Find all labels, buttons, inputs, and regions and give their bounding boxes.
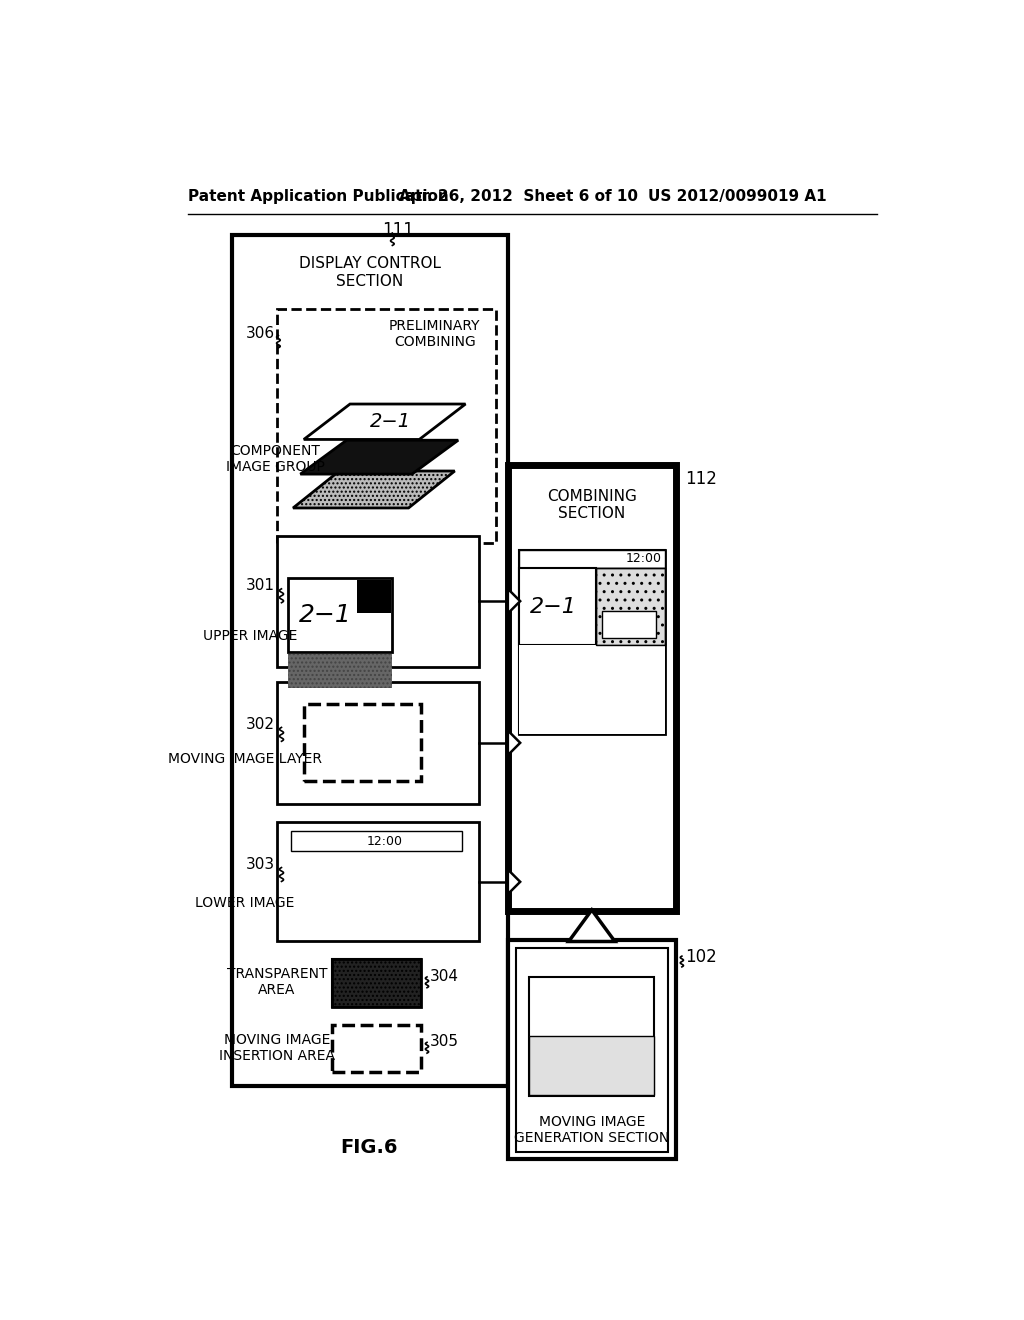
Text: COMPONENT
IMAGE GROUP: COMPONENT IMAGE GROUP <box>226 444 325 474</box>
Text: 306: 306 <box>246 326 275 342</box>
Bar <box>276 309 497 544</box>
Text: 305: 305 <box>430 1034 459 1049</box>
Text: 303: 303 <box>246 857 274 873</box>
Text: Apr. 26, 2012  Sheet 6 of 10: Apr. 26, 2012 Sheet 6 of 10 <box>398 189 638 205</box>
Bar <box>280 539 475 664</box>
Text: 102: 102 <box>685 948 717 966</box>
Text: US 2012/0099019 A1: US 2012/0099019 A1 <box>648 189 826 205</box>
Bar <box>276 822 478 941</box>
Polygon shape <box>508 730 520 755</box>
Text: 12:00: 12:00 <box>367 834 402 847</box>
Text: 301: 301 <box>246 578 274 593</box>
Bar <box>357 579 391 614</box>
Polygon shape <box>508 589 520 614</box>
Bar <box>518 645 665 734</box>
Polygon shape <box>568 909 614 941</box>
Text: TRANSPARENT
AREA: TRANSPARENT AREA <box>226 968 327 998</box>
Bar <box>596 568 665 645</box>
Bar <box>276 682 478 804</box>
Polygon shape <box>304 404 466 440</box>
Text: 302: 302 <box>246 717 274 731</box>
Bar <box>596 568 665 645</box>
Text: MOVING IMAGE
GENERATION SECTION: MOVING IMAGE GENERATION SECTION <box>514 1115 670 1146</box>
Text: LOWER IMAGE: LOWER IMAGE <box>195 896 294 909</box>
Bar <box>276 536 478 667</box>
Bar <box>518 549 665 734</box>
Polygon shape <box>300 441 458 474</box>
Text: 304: 304 <box>430 969 459 983</box>
Text: 111: 111 <box>383 220 415 239</box>
Bar <box>529 1036 654 1096</box>
Bar <box>529 1036 654 1096</box>
Polygon shape <box>508 870 520 894</box>
Bar <box>529 977 654 1096</box>
Bar <box>289 653 392 688</box>
Text: 2−1: 2−1 <box>299 603 352 627</box>
Bar <box>602 611 655 638</box>
Bar <box>508 465 676 911</box>
Bar <box>515 948 668 1151</box>
Text: DISPLAY CONTROL
SECTION: DISPLAY CONTROL SECTION <box>299 256 441 289</box>
Bar <box>333 960 421 1007</box>
Text: UPPER IMAGE: UPPER IMAGE <box>203 628 297 643</box>
Bar <box>232 235 508 1086</box>
Text: 2−1: 2−1 <box>371 412 412 432</box>
Text: MOVING IMAGE
INSERTION AREA: MOVING IMAGE INSERTION AREA <box>219 1032 335 1063</box>
Text: COMBINING
SECTION: COMBINING SECTION <box>547 488 637 521</box>
Text: Patent Application Publication: Patent Application Publication <box>188 189 450 205</box>
Bar <box>508 940 676 1159</box>
Bar <box>291 832 462 851</box>
Text: MOVING IMAGE LAYER: MOVING IMAGE LAYER <box>168 752 322 766</box>
Text: FIG.6: FIG.6 <box>341 1138 398 1158</box>
Bar <box>333 960 421 1007</box>
Bar <box>304 704 421 780</box>
Bar <box>518 549 665 734</box>
Polygon shape <box>293 471 455 508</box>
Bar <box>518 549 665 568</box>
Bar <box>280 685 475 800</box>
Text: 112: 112 <box>685 470 717 487</box>
Bar <box>289 578 392 652</box>
Text: 2−1: 2−1 <box>529 597 577 616</box>
Text: 12:00: 12:00 <box>626 552 662 565</box>
Bar <box>333 1024 421 1072</box>
Bar <box>280 825 475 939</box>
Bar <box>518 568 596 645</box>
Text: PRELIMINARY
COMBINING: PRELIMINARY COMBINING <box>389 319 480 348</box>
